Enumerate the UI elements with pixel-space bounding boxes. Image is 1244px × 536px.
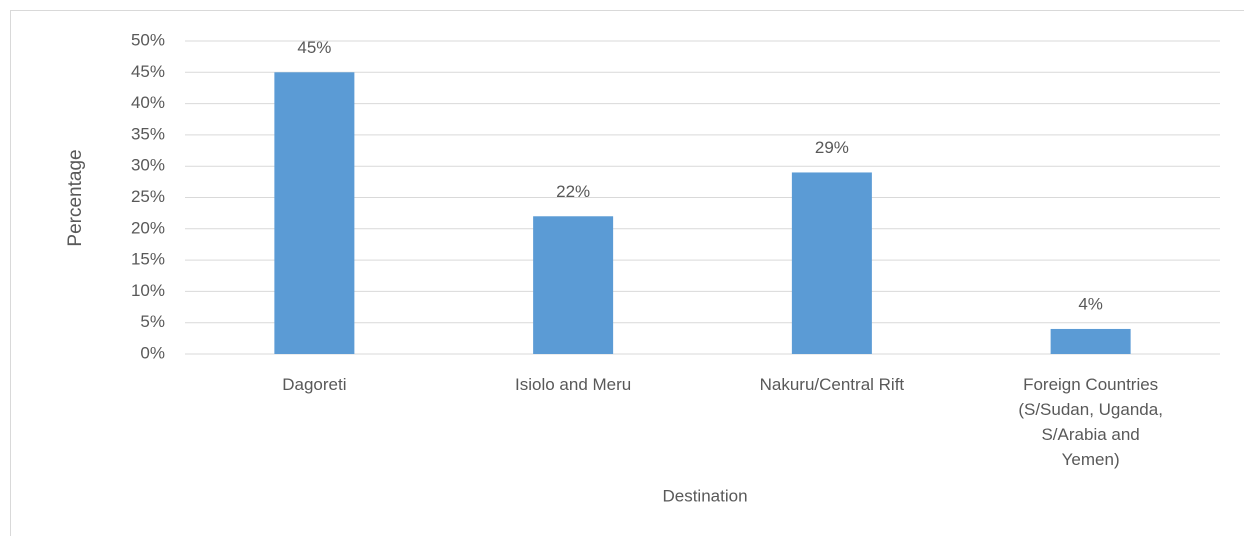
bar <box>533 216 614 354</box>
x-tick-label: Dagoreti <box>282 375 347 394</box>
y-tick-label: 30% <box>131 156 165 175</box>
data-label: 22% <box>556 182 590 201</box>
y-tick-label: 5% <box>140 312 165 331</box>
y-tick-label: 35% <box>131 124 165 143</box>
data-label: 29% <box>815 138 849 157</box>
y-tick-label: 15% <box>131 250 165 269</box>
x-axis-title: Destination <box>662 486 747 505</box>
y-tick-label: 10% <box>131 281 165 300</box>
y-tick-label: 25% <box>131 187 165 206</box>
x-tick-label: Isiolo and Meru <box>515 375 632 394</box>
bar <box>791 172 872 354</box>
bar <box>274 72 355 355</box>
x-tick-label: Foreign Countries (S/Sudan, Uganda, S/Ar… <box>1018 375 1163 469</box>
y-tick-label: 20% <box>131 218 165 237</box>
y-tick-label: 40% <box>131 93 165 112</box>
bar <box>1050 328 1131 354</box>
data-label: 45% <box>297 38 331 57</box>
y-tick-label: 45% <box>131 62 165 81</box>
y-tick-label: 0% <box>140 343 165 362</box>
chart-border <box>10 10 1244 536</box>
y-axis-title: Percentage <box>65 149 86 246</box>
x-tick-label: Nakuru/Central Rift <box>759 375 905 394</box>
y-tick-label: 50% <box>131 30 165 49</box>
data-label: 4% <box>1078 294 1103 313</box>
